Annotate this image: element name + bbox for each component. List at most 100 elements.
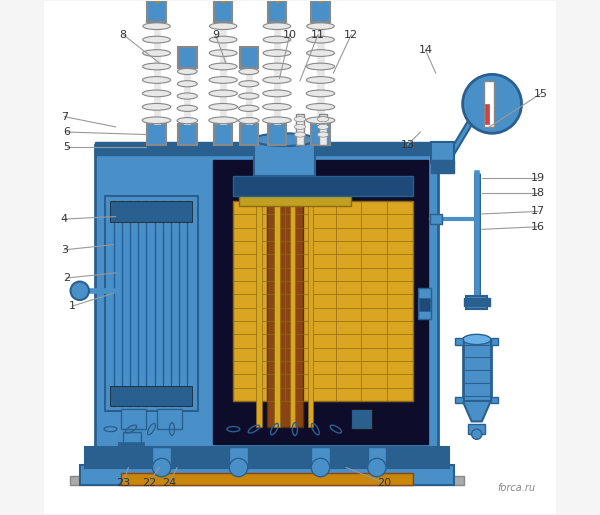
- Text: 24: 24: [162, 478, 176, 488]
- Ellipse shape: [295, 132, 305, 137]
- Ellipse shape: [307, 77, 335, 83]
- Ellipse shape: [143, 77, 170, 83]
- Ellipse shape: [177, 105, 197, 111]
- Bar: [430, 214, 442, 224]
- Polygon shape: [463, 401, 491, 421]
- Ellipse shape: [143, 23, 170, 29]
- Ellipse shape: [209, 63, 237, 70]
- Bar: [485, 104, 489, 124]
- Ellipse shape: [263, 63, 291, 70]
- Bar: [274, 17, 280, 30]
- Bar: [431, 142, 454, 163]
- Ellipse shape: [143, 63, 170, 70]
- Bar: [184, 112, 190, 124]
- Bar: [274, 57, 280, 71]
- Ellipse shape: [263, 77, 291, 83]
- Ellipse shape: [178, 81, 197, 87]
- Bar: [154, 84, 160, 97]
- Ellipse shape: [295, 124, 305, 129]
- Bar: [419, 299, 430, 311]
- Bar: [351, 408, 372, 429]
- Bar: [274, 71, 280, 84]
- Text: 4: 4: [61, 214, 68, 224]
- Text: 18: 18: [531, 188, 545, 198]
- Ellipse shape: [263, 90, 291, 97]
- Bar: [274, 30, 280, 44]
- Bar: [229, 447, 248, 468]
- Bar: [468, 424, 485, 434]
- Bar: [220, 84, 226, 97]
- Bar: [214, 2, 232, 22]
- Ellipse shape: [178, 68, 197, 75]
- Circle shape: [152, 458, 171, 477]
- Bar: [466, 296, 487, 308]
- Bar: [154, 44, 160, 57]
- Bar: [274, 84, 280, 97]
- Bar: [455, 338, 463, 345]
- Ellipse shape: [263, 36, 291, 43]
- Text: 7: 7: [61, 112, 68, 122]
- Ellipse shape: [209, 50, 237, 57]
- Bar: [214, 124, 232, 145]
- Bar: [152, 447, 171, 468]
- Ellipse shape: [263, 104, 291, 110]
- Text: 1: 1: [68, 301, 76, 311]
- Ellipse shape: [177, 93, 197, 99]
- Bar: [154, 30, 160, 44]
- Ellipse shape: [307, 63, 334, 70]
- Text: 16: 16: [531, 222, 545, 232]
- Bar: [455, 398, 463, 403]
- Bar: [184, 63, 190, 75]
- Ellipse shape: [209, 36, 237, 43]
- Bar: [268, 2, 286, 22]
- Bar: [239, 194, 351, 207]
- Bar: [274, 44, 280, 57]
- Text: 5: 5: [64, 142, 70, 152]
- Bar: [317, 71, 323, 84]
- Bar: [431, 160, 454, 173]
- Text: 12: 12: [344, 30, 358, 40]
- Ellipse shape: [209, 104, 238, 110]
- Text: 6: 6: [64, 127, 70, 137]
- Bar: [246, 88, 252, 100]
- Text: 8: 8: [120, 30, 127, 40]
- Bar: [178, 47, 197, 68]
- Text: 15: 15: [534, 89, 548, 98]
- Circle shape: [71, 282, 89, 300]
- Text: 2: 2: [64, 273, 71, 283]
- Bar: [317, 84, 323, 97]
- Ellipse shape: [295, 116, 305, 122]
- Ellipse shape: [263, 117, 291, 124]
- Ellipse shape: [317, 124, 329, 129]
- Text: 14: 14: [418, 45, 433, 55]
- Bar: [317, 30, 323, 44]
- Ellipse shape: [306, 104, 335, 110]
- Bar: [296, 114, 304, 145]
- Ellipse shape: [143, 50, 170, 57]
- Bar: [268, 124, 286, 145]
- Bar: [233, 201, 413, 401]
- Bar: [154, 17, 160, 30]
- Ellipse shape: [239, 93, 259, 99]
- Bar: [118, 442, 144, 448]
- Bar: [70, 476, 464, 486]
- Bar: [85, 447, 449, 468]
- Bar: [317, 57, 323, 71]
- Ellipse shape: [209, 117, 238, 124]
- Bar: [95, 145, 438, 452]
- Bar: [148, 2, 166, 22]
- Ellipse shape: [239, 68, 259, 75]
- Circle shape: [368, 458, 386, 477]
- Ellipse shape: [239, 117, 259, 124]
- Bar: [220, 57, 226, 71]
- Polygon shape: [433, 94, 505, 155]
- Bar: [484, 81, 494, 127]
- Ellipse shape: [209, 77, 237, 83]
- Ellipse shape: [254, 133, 316, 146]
- Bar: [220, 30, 226, 44]
- Bar: [311, 2, 330, 22]
- Circle shape: [311, 458, 330, 477]
- Bar: [274, 160, 280, 426]
- Bar: [239, 124, 258, 145]
- Bar: [220, 71, 226, 84]
